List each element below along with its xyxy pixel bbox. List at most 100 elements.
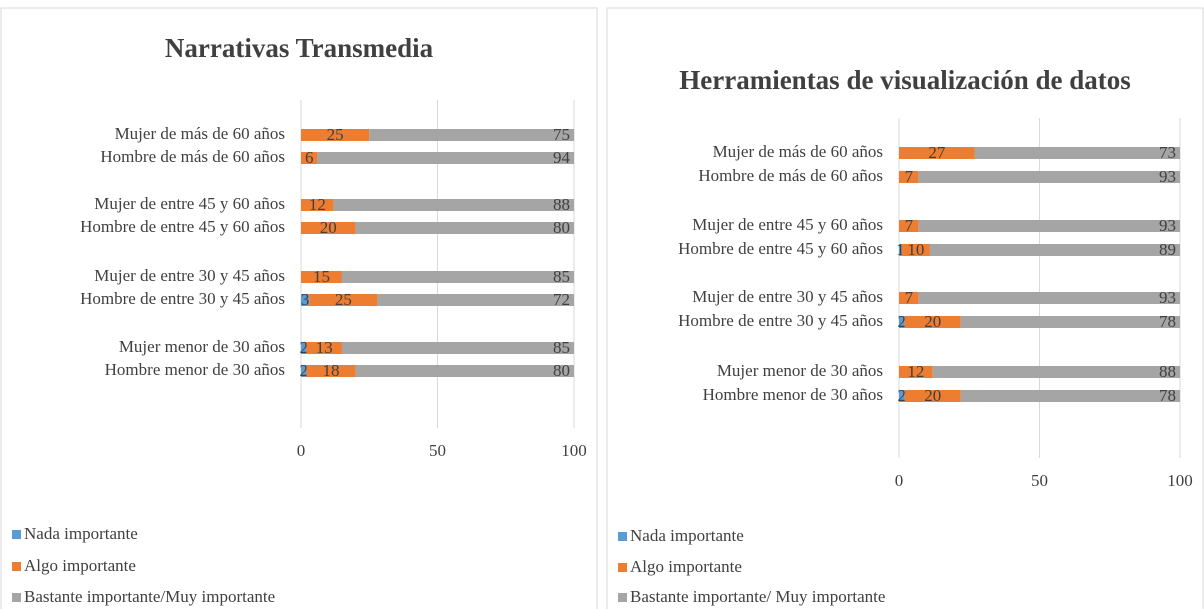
data-label: 7 <box>905 288 914 307</box>
bar-segment <box>355 365 574 377</box>
bar-segment <box>301 365 307 377</box>
data-label: 89 <box>1159 240 1176 259</box>
chart-title: Herramientas de visualización de datos <box>679 65 1131 95</box>
legend-label: Algo importante <box>24 556 136 575</box>
data-label: 7 <box>905 216 914 235</box>
y-tick-label: Mujer de entre 30 y 45 años <box>94 266 285 285</box>
data-label: 25 <box>335 290 352 309</box>
bar-segment <box>974 147 1180 159</box>
bar-segment <box>301 342 307 354</box>
bar-segment <box>355 222 574 234</box>
bar-segment <box>301 129 370 141</box>
y-tick-label: Hombre de entre 45 y 60 años <box>80 217 285 236</box>
y-tick-label: Mujer de entre 30 y 45 años <box>692 287 883 306</box>
data-label: 20 <box>320 218 337 237</box>
y-tick-label: Hombre de entre 30 y 45 años <box>80 289 285 308</box>
y-tick-label: Hombre menor de 30 años <box>703 385 883 404</box>
bar-segment <box>899 390 905 402</box>
data-label: 27 <box>928 143 946 162</box>
bar-segment <box>918 171 1180 183</box>
legend-label: Algo importante <box>630 557 742 576</box>
data-label: 94 <box>553 148 571 167</box>
data-label: 2 <box>299 338 308 357</box>
data-label: 78 <box>1159 312 1176 331</box>
bar-segment <box>333 199 574 211</box>
legend-swatch <box>12 593 21 602</box>
data-label: 6 <box>305 148 314 167</box>
bar-segment <box>369 129 574 141</box>
data-label: 72 <box>553 290 570 309</box>
bar-segment <box>901 244 930 256</box>
data-label: 93 <box>1159 288 1176 307</box>
y-tick-label: Mujer de entre 45 y 60 años <box>94 194 285 213</box>
y-tick-label: Mujer menor de 30 años <box>717 361 883 380</box>
y-tick-label: Mujer de más de 60 años <box>115 124 285 143</box>
bar-segment <box>301 199 334 211</box>
bar-segment <box>932 366 1180 378</box>
bar-segment <box>960 390 1180 402</box>
data-label: 7 <box>905 167 914 186</box>
bar-segment <box>899 244 902 256</box>
bar-segment <box>301 294 310 306</box>
data-label: 20 <box>924 386 941 405</box>
data-label: 2 <box>898 386 907 405</box>
x-tick-label: 100 <box>1167 471 1193 490</box>
data-label: 2 <box>299 361 308 380</box>
legend-label: Bastante importante/ Muy importante <box>630 587 885 606</box>
y-tick-label: Mujer de entre 45 y 60 años <box>692 215 883 234</box>
data-label: 2 <box>898 312 907 331</box>
bar-segment <box>306 342 342 354</box>
data-label: 75 <box>553 125 570 144</box>
data-label: 10 <box>907 240 924 259</box>
legend-label: Nada importante <box>24 524 138 543</box>
data-label: 88 <box>553 195 570 214</box>
data-label: 78 <box>1159 386 1176 405</box>
bar-segment <box>918 220 1180 232</box>
y-tick-label: Hombre menor de 30 años <box>105 360 285 379</box>
legend-swatch <box>618 532 627 541</box>
bar-segment <box>899 292 919 304</box>
bar-segment <box>899 366 933 378</box>
data-label: 12 <box>309 195 326 214</box>
x-tick-label: 100 <box>561 441 587 460</box>
bar-segment <box>341 342 574 354</box>
x-tick-label: 0 <box>895 471 904 490</box>
legend-label: Nada importante <box>630 526 744 545</box>
data-label: 20 <box>924 312 941 331</box>
y-tick-label: Hombre de más de 60 años <box>698 166 883 185</box>
data-label: 12 <box>907 362 924 381</box>
panel <box>0 7 598 609</box>
bar-segment <box>301 152 318 164</box>
data-label: 1 <box>896 240 905 259</box>
x-tick-label: 50 <box>1031 471 1048 490</box>
data-label: 25 <box>327 125 344 144</box>
data-label: 80 <box>553 218 570 237</box>
x-tick-label: 0 <box>297 441 306 460</box>
legend-swatch <box>12 562 21 571</box>
bar-segment <box>904 316 961 328</box>
data-label: 80 <box>553 361 570 380</box>
y-tick-label: Mujer de más de 60 años <box>713 142 883 161</box>
legend-label: Bastante importante/Muy importante <box>24 587 275 606</box>
bar-segment <box>960 316 1180 328</box>
y-tick-label: Mujer menor de 30 años <box>119 337 285 356</box>
data-label: 93 <box>1159 216 1176 235</box>
data-label: 3 <box>301 290 310 309</box>
data-label: 13 <box>316 338 333 357</box>
y-tick-label: Hombre de entre 45 y 60 años <box>678 239 883 258</box>
x-tick-label: 50 <box>429 441 446 460</box>
chart-title: Narrativas Transmedia <box>164 33 434 63</box>
panel <box>606 7 1204 609</box>
bar-segment <box>918 292 1180 304</box>
bar-segment <box>929 244 1180 256</box>
data-label: 18 <box>323 361 340 380</box>
bar-segment <box>899 220 919 232</box>
y-tick-label: Hombre de entre 30 y 45 años <box>678 311 883 330</box>
data-label: 85 <box>553 267 570 286</box>
bar-segment <box>899 147 975 159</box>
y-tick-label: Hombre de más de 60 años <box>100 147 285 166</box>
bar-segment <box>341 271 574 283</box>
legend-swatch <box>12 530 21 539</box>
